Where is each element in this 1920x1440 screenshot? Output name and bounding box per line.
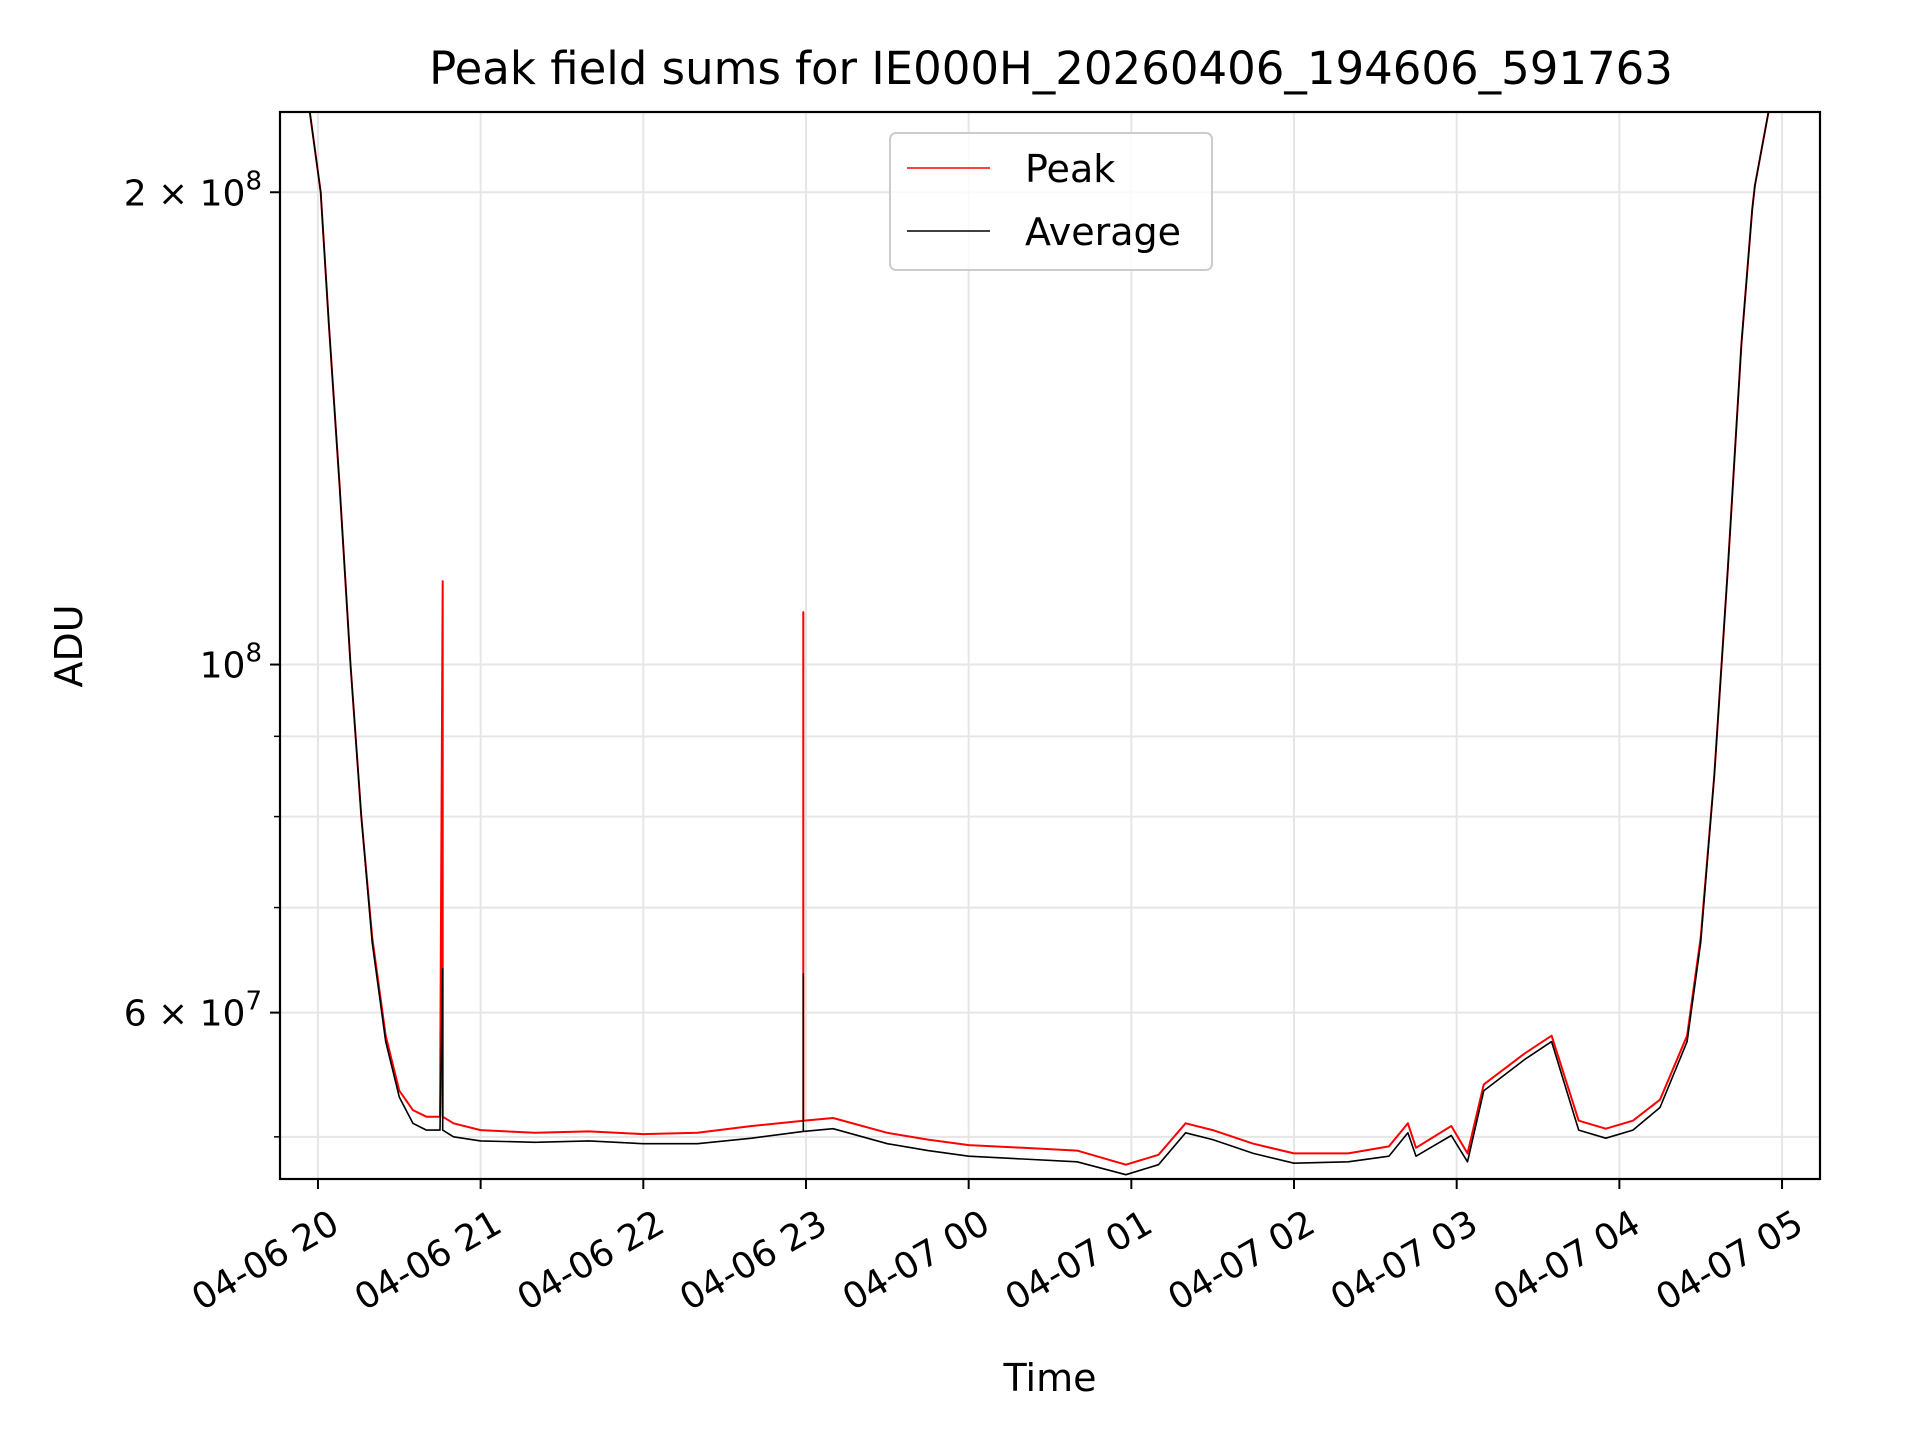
plot-frame: [278, 110, 1822, 1181]
x-axis-label: Time: [1003, 1356, 1097, 1400]
series-line-average: [280, 111, 1820, 1176]
chart-title: Peak field sums for IE000H_20260406_1946…: [429, 42, 1673, 95]
legend-label-average: Average: [1025, 210, 1181, 254]
legend: Peak Average: [889, 132, 1213, 271]
grid: [280, 112, 1820, 1179]
y-tick-label: 2 × 108: [124, 166, 262, 214]
y-tick-label: 6 × 107: [124, 987, 262, 1035]
series-layer: [280, 111, 1820, 1176]
y-tick-exponent: 7: [245, 987, 262, 1017]
series-line-peak: [280, 111, 1820, 1166]
y-tick-exponent: 8: [245, 166, 262, 196]
y-axis-label: ADU: [47, 604, 91, 687]
y-tick-exponent: 8: [245, 639, 262, 669]
legend-label-peak: Peak: [1025, 147, 1115, 191]
